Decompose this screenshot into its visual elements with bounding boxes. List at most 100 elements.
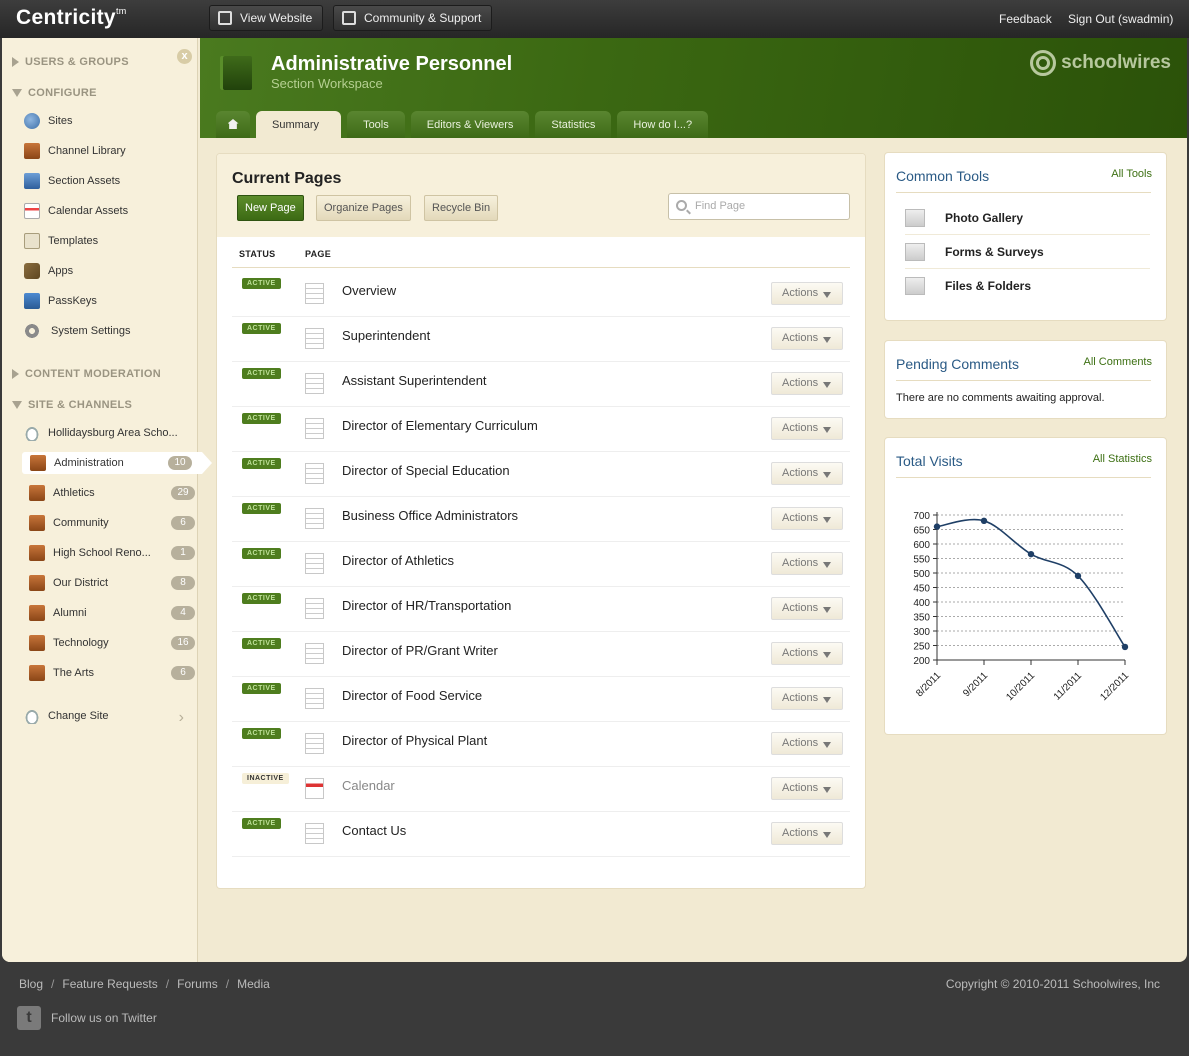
- actions-dropdown[interactable]: Actions: [771, 597, 843, 620]
- page-name-link[interactable]: Director of HR/Transportation: [342, 598, 512, 613]
- chevron-down-icon: [823, 652, 831, 658]
- channel-item-technology[interactable]: Technology 16: [29, 632, 199, 654]
- actions-dropdown[interactable]: Actions: [771, 462, 843, 485]
- visits-series-line: [936, 518, 1126, 648]
- channel-item-high-school-reno[interactable]: High School Reno... 1: [29, 542, 199, 564]
- twitter-link[interactable]: t Follow us on Twitter: [17, 1006, 157, 1030]
- sidebar-item-site[interactable]: Hollidaysburg Area Scho...: [24, 422, 194, 444]
- footer-link-media[interactable]: Media: [237, 977, 270, 991]
- actions-dropdown[interactable]: Actions: [771, 732, 843, 755]
- channel-item-alumni[interactable]: Alumni 4: [29, 602, 199, 624]
- sign-out-link[interactable]: Sign Out (swadmin): [1068, 12, 1174, 26]
- widget-divider: [896, 380, 1151, 381]
- sidebar-item-calendar-assets[interactable]: Calendar Assets: [24, 200, 194, 222]
- tab-home[interactable]: [216, 111, 250, 138]
- chevron-down-icon: [823, 787, 831, 793]
- app-shell: x USERS & GROUPS CONFIGURE Sites Channel …: [2, 38, 1187, 962]
- actions-dropdown[interactable]: Actions: [771, 552, 843, 575]
- page-name-link[interactable]: Calendar: [342, 778, 395, 793]
- view-website-button[interactable]: View Website: [209, 5, 324, 31]
- page-name-link[interactable]: Business Office Administrators: [342, 508, 519, 523]
- tab-editors-viewers[interactable]: Editors & Viewers: [410, 111, 530, 138]
- sidebar-item-apps[interactable]: Apps: [24, 260, 194, 282]
- feedback-link[interactable]: Feedback: [999, 12, 1052, 26]
- tab-summary[interactable]: Summary: [256, 111, 342, 138]
- channel-item-athletics[interactable]: Athletics 29: [29, 482, 199, 504]
- centricity-logo[interactable]: Centricity tm: [16, 6, 127, 29]
- tab-tools[interactable]: Tools: [347, 111, 405, 138]
- pending-comments-title: Pending Comments: [896, 356, 1019, 372]
- new-page-button[interactable]: New Page: [237, 195, 304, 221]
- status-badge: ACTIVE: [242, 818, 281, 829]
- page-icon: [305, 373, 324, 394]
- actions-dropdown[interactable]: Actions: [771, 687, 843, 710]
- y-tick-label: 250: [913, 642, 930, 653]
- close-sidebar-button[interactable]: x: [177, 49, 192, 64]
- footer-links: Blog / Feature Requests / Forums / Media: [19, 977, 270, 991]
- all-comments-link[interactable]: All Comments: [1083, 356, 1152, 368]
- tool-forms-surveys[interactable]: Forms & Surveys: [905, 235, 1150, 269]
- page-name-link[interactable]: Director of PR/Grant Writer: [342, 643, 498, 658]
- tab-statistics[interactable]: Statistics: [535, 111, 612, 138]
- page-name-link[interactable]: Overview: [342, 283, 397, 298]
- actions-dropdown[interactable]: Actions: [771, 777, 843, 800]
- briefcase-icon: [29, 605, 45, 621]
- table-row: ACTIVE Director of Elementary Curriculum A…: [232, 407, 850, 452]
- y-tick-label: 600: [913, 540, 930, 551]
- briefcase-icon: [24, 143, 40, 159]
- actions-dropdown[interactable]: Actions: [771, 327, 843, 350]
- actions-dropdown[interactable]: Actions: [771, 507, 843, 530]
- channel-item-the-arts[interactable]: The Arts 6: [29, 662, 199, 684]
- sidebar-item-system-settings[interactable]: System Settings: [24, 320, 194, 342]
- section-site-channels[interactable]: SITE & CHANNELS: [12, 399, 132, 411]
- page-name-link[interactable]: Superintendent: [342, 328, 431, 343]
- page-name-link[interactable]: Assistant Superintendent: [342, 373, 487, 388]
- channel-item-community[interactable]: Community 6: [29, 512, 199, 534]
- organize-pages-button[interactable]: Organize Pages: [316, 195, 411, 221]
- community-support-button[interactable]: Community & Support: [333, 5, 493, 31]
- change-site-button[interactable]: Change Site ›: [24, 705, 194, 727]
- collapsed-arrow-icon: [12, 57, 19, 67]
- section-users-groups[interactable]: USERS & GROUPS: [12, 56, 129, 68]
- y-tick-label: 550: [913, 555, 930, 566]
- status-badge: INACTIVE: [242, 773, 289, 784]
- actions-dropdown[interactable]: Actions: [771, 372, 843, 395]
- channel-item-administration[interactable]: Administration 10: [22, 452, 212, 474]
- page-name-link[interactable]: Contact Us: [342, 823, 407, 838]
- footer-link-forums[interactable]: Forums: [177, 977, 218, 991]
- tab-how-do-i[interactable]: How do I...?: [617, 111, 709, 138]
- table-row: ACTIVE Director of HR/Transportation Actio…: [232, 587, 850, 632]
- channel-item-our-district[interactable]: Our District 8: [29, 572, 199, 594]
- status-badge: ACTIVE: [242, 368, 281, 379]
- actions-dropdown[interactable]: Actions: [771, 282, 843, 305]
- sidebar-item-sites[interactable]: Sites: [24, 110, 194, 132]
- find-page-input[interactable]: Find Page: [668, 193, 850, 220]
- sidebar-item-channel-library[interactable]: Channel Library: [24, 140, 194, 162]
- briefcase-icon: [29, 635, 45, 651]
- actions-dropdown[interactable]: Actions: [771, 642, 843, 665]
- footer-link-feature-requests[interactable]: Feature Requests: [62, 977, 158, 991]
- page-name-link[interactable]: Director of Food Service: [342, 688, 483, 703]
- tool-photo-gallery[interactable]: Photo Gallery: [905, 201, 1150, 235]
- section-header: Administrative Personnel Section Workspa…: [200, 38, 1187, 138]
- all-tools-link[interactable]: All Tools: [1111, 168, 1152, 180]
- section-configure[interactable]: CONFIGURE: [12, 87, 97, 99]
- page-name-link[interactable]: Director of Special Education: [342, 463, 510, 478]
- page-name-link[interactable]: Director of Physical Plant: [342, 733, 488, 748]
- actions-dropdown[interactable]: Actions: [771, 417, 843, 440]
- sidebar-item-passkeys[interactable]: PassKeys: [24, 290, 194, 312]
- apps-icon: [24, 263, 40, 279]
- actions-dropdown[interactable]: Actions: [771, 822, 843, 845]
- status-badge: ACTIVE: [242, 503, 281, 514]
- all-statistics-link[interactable]: All Statistics: [1092, 453, 1152, 465]
- sidebar-item-templates[interactable]: Templates: [24, 230, 194, 252]
- chevron-down-icon: [823, 292, 831, 298]
- expanded-arrow-icon: [12, 401, 22, 409]
- recycle-bin-button[interactable]: Recycle Bin: [424, 195, 499, 221]
- sidebar-item-section-assets[interactable]: Section Assets: [24, 170, 194, 192]
- page-name-link[interactable]: Director of Elementary Curriculum: [342, 418, 538, 433]
- footer-link-blog[interactable]: Blog: [19, 977, 44, 991]
- page-name-link[interactable]: Director of Athletics: [342, 553, 454, 568]
- tool-files-folders[interactable]: Files & Folders: [905, 269, 1150, 303]
- section-content-moderation[interactable]: CONTENT MODERATION: [12, 368, 161, 380]
